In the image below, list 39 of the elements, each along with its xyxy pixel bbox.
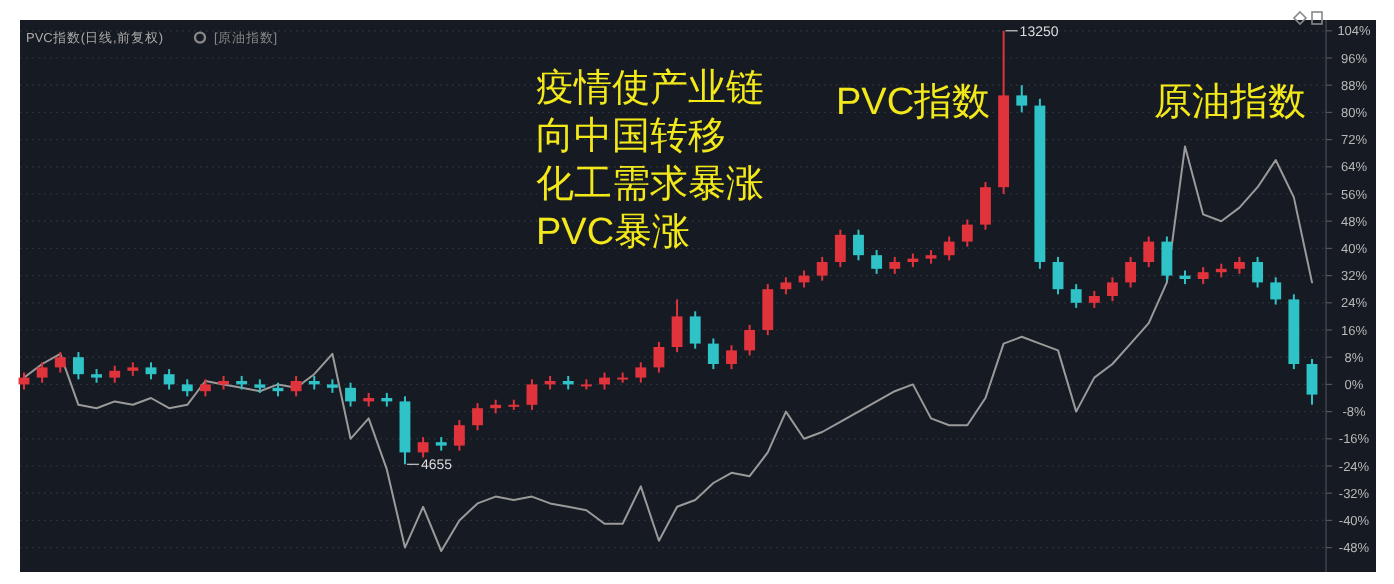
candlestick — [871, 249, 883, 275]
annotation: 疫情使产业链向中国转移化工需求暴涨PVC暴涨 — [536, 68, 764, 254]
candlestick — [689, 310, 701, 350]
candlestick — [36, 361, 48, 384]
candlestick — [961, 218, 973, 248]
candlestick — [453, 419, 465, 452]
candlestick — [345, 381, 356, 408]
candlestick — [1252, 255, 1264, 289]
candlestick — [1306, 357, 1318, 406]
candlestick — [943, 235, 955, 262]
candlestick — [417, 436, 429, 459]
candlestick — [1143, 235, 1155, 269]
candlestick — [72, 351, 84, 381]
candlestick — [54, 351, 66, 374]
candlestick — [1270, 276, 1282, 306]
candlestick — [1107, 276, 1118, 303]
candlestick — [980, 181, 991, 231]
candlestick — [1125, 255, 1137, 289]
candlestick — [472, 402, 483, 432]
series-label: 原油指数 — [1154, 82, 1306, 124]
candlestick — [653, 340, 665, 374]
candlestick — [707, 337, 719, 371]
candlestick — [762, 283, 774, 337]
candlestick — [1070, 283, 1082, 309]
candlestick — [1052, 255, 1064, 296]
candlestick — [526, 378, 538, 411]
candlestick — [1161, 235, 1173, 282]
candlestick — [290, 374, 302, 398]
candlestick — [726, 344, 737, 371]
series-label: PVC指数 — [836, 82, 991, 124]
candlestick — [853, 228, 864, 262]
candlestick — [580, 378, 592, 391]
candlestick — [816, 255, 828, 282]
candlestick — [1016, 84, 1028, 114]
candlestick — [635, 361, 647, 384]
candlestick — [163, 368, 175, 391]
candlestick — [744, 323, 756, 357]
candlestick — [834, 228, 846, 269]
candlestick — [671, 298, 683, 354]
